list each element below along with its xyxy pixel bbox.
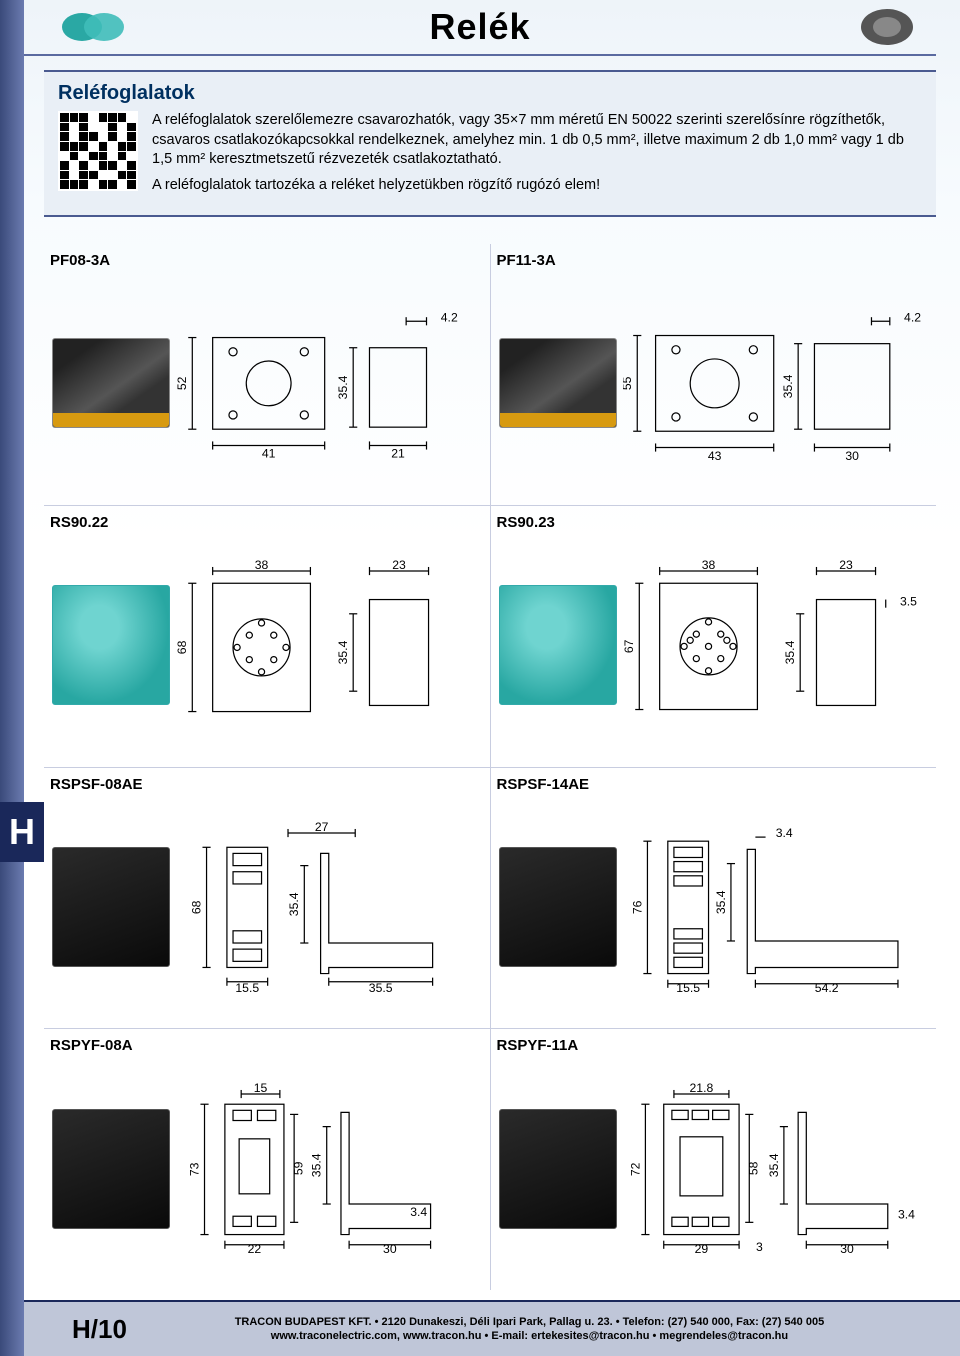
product-code: PF08-3A: [50, 252, 484, 269]
dim-top: 4.2: [441, 310, 458, 324]
product-photo: [499, 1109, 617, 1229]
svg-text:23: 23: [392, 558, 406, 572]
product-photo: [499, 847, 617, 967]
grid-row: RSPYF-08A: [44, 1028, 936, 1290]
svg-text:35.4: 35.4: [287, 892, 301, 916]
product-diagram: 21.8 29 3 30 72 58 35.4 3.4: [623, 1058, 929, 1279]
svg-text:68: 68: [189, 900, 203, 914]
svg-text:22: 22: [248, 1242, 262, 1256]
svg-text:3.4: 3.4: [775, 826, 792, 840]
product-diagram: 27 15.5 35.5 68 35.4: [176, 797, 482, 1018]
svg-text:30: 30: [845, 449, 859, 463]
svg-text:3.4: 3.4: [897, 1208, 914, 1222]
dim-side-w: 21: [391, 447, 405, 461]
svg-text:29: 29: [694, 1242, 708, 1256]
qr-code: [58, 111, 138, 191]
product-photo: [52, 338, 170, 428]
svg-text:38: 38: [701, 558, 715, 572]
product-cell: PF08-3A: [44, 244, 491, 505]
product-code: PF11-3A: [497, 252, 931, 269]
svg-text:15: 15: [254, 1081, 268, 1095]
product-cell: RSPSF-14AE: [491, 768, 937, 1029]
svg-text:59: 59: [291, 1162, 305, 1176]
product-photo: [52, 585, 170, 705]
svg-text:72: 72: [628, 1163, 642, 1177]
svg-text:73: 73: [187, 1163, 201, 1177]
svg-text:35.4: 35.4: [766, 1153, 780, 1177]
svg-text:21.8: 21.8: [689, 1081, 713, 1095]
svg-text:3.4: 3.4: [410, 1205, 427, 1219]
svg-text:3: 3: [756, 1240, 763, 1254]
svg-text:67: 67: [623, 639, 636, 653]
svg-text:35.4: 35.4: [713, 890, 727, 914]
intro-accessory-line: A reléfoglalatok tartozéka a reléket hel…: [152, 176, 922, 196]
side-tab: H: [0, 802, 44, 862]
svg-text:4.2: 4.2: [904, 310, 921, 324]
svg-text:54.2: 54.2: [814, 980, 838, 994]
product-code: RSPYF-08A: [50, 1037, 484, 1054]
product-code: RSPSF-14AE: [497, 776, 931, 793]
product-cell: RSPYF-11A: [491, 1029, 937, 1290]
product-diagram: 38 23 68 35.4: [176, 535, 482, 756]
product-cell: RSPYF-08A: [44, 1029, 491, 1290]
grid-row: RS90.22: [44, 505, 936, 767]
svg-text:76: 76: [630, 900, 644, 914]
intro-panel: Reléfoglalatok A reléfoglalatok szerelől…: [44, 70, 936, 217]
product-diagram: 41 21 52 35.4 4.2: [176, 273, 482, 494]
footer-line2: www.traconelectric.com, www.tracon.hu • …: [127, 1329, 932, 1343]
product-photo: [499, 338, 617, 428]
page-title: Relék: [0, 6, 960, 48]
product-diagram: 15.5 54.2 76 35.4 3.4: [623, 797, 929, 1018]
product-code: RS90.22: [50, 514, 484, 531]
product-photo: [52, 1109, 170, 1229]
svg-text:30: 30: [383, 1242, 397, 1256]
product-grid: PF08-3A: [44, 244, 936, 1290]
product-code: RSPSF-08AE: [50, 776, 484, 793]
svg-text:35.5: 35.5: [369, 980, 393, 994]
svg-text:58: 58: [746, 1162, 760, 1176]
intro-text-block: A reléfoglalatok szerelőlemezre csavaroz…: [152, 111, 922, 201]
grid-row: PF08-3A: [44, 244, 936, 505]
product-code: RSPYF-11A: [497, 1037, 931, 1054]
svg-text:27: 27: [315, 820, 329, 834]
intro-section-title: Reléfoglalatok: [58, 82, 922, 105]
svg-text:43: 43: [707, 449, 721, 463]
product-diagram: 43 30 55 35.4 4.2: [623, 273, 929, 494]
svg-text:30: 30: [840, 1242, 854, 1256]
footer-page-number: H/10: [72, 1314, 127, 1345]
svg-text:35.4: 35.4: [781, 374, 795, 398]
product-diagram: 15 22 30 73 59 35.4 3.4: [176, 1058, 482, 1279]
svg-text:15.5: 15.5: [235, 980, 259, 994]
svg-text:15.5: 15.5: [676, 980, 700, 994]
product-cell: PF11-3A: [491, 244, 937, 505]
product-cell: RSPSF-08AE: [44, 768, 491, 1029]
product-cell: RS90.23: [491, 506, 937, 767]
svg-text:35.4: 35.4: [310, 1153, 324, 1177]
page-footer: H/10 TRACON BUDAPEST KFT. • 2120 Dunakes…: [24, 1300, 960, 1356]
dim-side-h: 35.4: [336, 375, 350, 399]
svg-text:3.5: 3.5: [899, 594, 916, 608]
dim-front-h: 52: [176, 376, 189, 390]
svg-text:35.4: 35.4: [783, 640, 797, 664]
product-cell: RS90.22: [44, 506, 491, 767]
footer-company-info: TRACON BUDAPEST KFT. • 2120 Dunakeszi, D…: [127, 1315, 932, 1344]
svg-text:23: 23: [839, 558, 853, 572]
svg-text:38: 38: [255, 558, 269, 572]
left-margin-strip: [0, 0, 24, 1356]
grid-row: RSPSF-08AE: [44, 767, 936, 1029]
product-code: RS90.23: [497, 514, 931, 531]
dim-front-w: 41: [262, 447, 276, 461]
product-diagram: 38 23 67 35.4 3.5: [623, 535, 929, 756]
svg-text:35.4: 35.4: [336, 640, 350, 664]
product-photo: [499, 585, 617, 705]
svg-text:55: 55: [623, 376, 634, 390]
footer-line1: TRACON BUDAPEST KFT. • 2120 Dunakeszi, D…: [127, 1315, 932, 1329]
product-photo: [52, 847, 170, 967]
intro-paragraph: A reléfoglalatok szerelőlemezre csavaroz…: [152, 111, 922, 170]
svg-text:68: 68: [176, 640, 189, 654]
